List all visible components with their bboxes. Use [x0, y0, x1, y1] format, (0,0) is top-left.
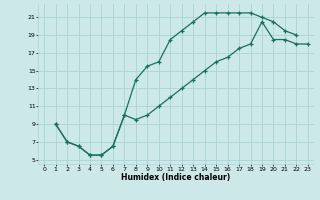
X-axis label: Humidex (Indice chaleur): Humidex (Indice chaleur): [121, 173, 231, 182]
